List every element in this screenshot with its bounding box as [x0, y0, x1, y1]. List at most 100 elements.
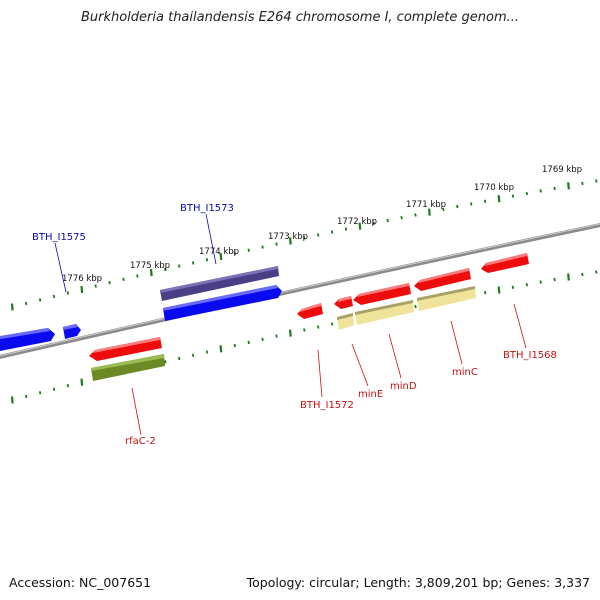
leader-minc: [450, 320, 463, 365]
upper-scale-minor-tick: [38, 298, 42, 302]
label-bth-i1568[interactable]: BTH_I1568: [503, 350, 557, 361]
upper-scale-minor-tick: [178, 264, 181, 268]
kbp-label-1769: 1769 kbp: [542, 165, 582, 175]
lower-scale-minor-tick: [414, 304, 417, 309]
gene-minc-feature[interactable]: [417, 286, 476, 311]
lower-scale-minor-tick: [581, 272, 584, 277]
lower-scale-major-tick: [10, 396, 14, 404]
lower-scale-minor-tick: [247, 340, 250, 345]
upper-scale-minor-tick: [136, 274, 139, 278]
lower-scale-minor-tick: [525, 283, 528, 287]
kbp-label-1772: 1772 kbp: [337, 217, 377, 227]
leader-rfac2: [131, 387, 142, 436]
lower-scale-major-tick: [567, 273, 570, 281]
upper-scale-minor-tick: [553, 186, 556, 191]
lower-scale-minor-tick: [164, 360, 167, 364]
upper-scale-minor-tick: [233, 251, 236, 255]
lower-scale-major-tick: [497, 286, 501, 294]
lower-scale-minor-tick: [233, 343, 236, 348]
upper-scale-minor-tick: [66, 291, 70, 295]
upper-scale-minor-tick: [386, 218, 389, 223]
upper-scale-minor-tick: [456, 204, 459, 209]
kbp-label-1770: 1770 kbp: [474, 183, 514, 193]
upper-scale-minor-tick: [52, 294, 56, 299]
upper-scale-minor-tick: [261, 245, 264, 249]
upper-scale-minor-tick: [470, 202, 473, 206]
label-mine[interactable]: minE: [358, 389, 383, 400]
gene-mind-feature[interactable]: [355, 300, 414, 325]
upper-scale-minor-tick: [414, 213, 417, 217]
upper-kbp-scale: [10, 179, 598, 311]
upper-scale-minor-tick: [442, 207, 445, 212]
label-bth-i1575[interactable]: BTH_I1575: [32, 232, 86, 243]
kbp-label-1774: 1774 kbp: [199, 247, 239, 257]
gene-bth-i1573-cds[interactable]: [163, 285, 282, 321]
lower-scale-minor-tick: [191, 353, 195, 357]
upper-scale-major-tick: [10, 303, 14, 311]
upper-scale-minor-tick: [511, 194, 515, 198]
kbp-label-1773: 1773 kbp: [268, 232, 308, 242]
leader-mind: [388, 333, 402, 379]
gene-mine-cds[interactable]: [334, 296, 353, 309]
leader-mine: [351, 343, 369, 387]
gene-bth-i1575-cds-b[interactable]: [63, 324, 81, 339]
gene-rfac2-cds[interactable]: [89, 337, 162, 361]
gene-bth-i1575-cds-a[interactable]: [0, 328, 55, 352]
lower-scale-minor-tick: [38, 391, 42, 395]
chromosome-backbone: [0, 223, 600, 359]
upper-scale-minor-tick: [595, 179, 598, 183]
upper-scale-major-tick: [428, 208, 431, 216]
leader-bth-i1573: [205, 213, 217, 265]
gene-mind-cds[interactable]: [353, 283, 411, 305]
chromosome-backbone-highlight: [0, 223, 600, 357]
label-bth-i1572[interactable]: BTH_I1572: [300, 400, 354, 411]
upper-scale-minor-tick: [483, 199, 487, 203]
label-rfac2[interactable]: rfaC-2: [125, 436, 156, 447]
lower-scale-minor-tick: [52, 387, 56, 391]
upper-scale-minor-tick: [539, 189, 542, 193]
gene-bth-i1572-cds[interactable]: [297, 303, 323, 319]
lower-scale-minor-tick: [595, 270, 598, 274]
label-minc[interactable]: minC: [452, 367, 478, 378]
lower-scale-minor-tick: [317, 325, 320, 329]
upper-scale-minor-tick: [525, 191, 528, 196]
upper-scale-major-tick: [219, 252, 223, 261]
lower-scale-major-tick: [80, 378, 84, 386]
map-title: Burkholderia thailandensis E264 chromoso…: [80, 10, 520, 25]
lower-scale-minor-tick: [330, 322, 334, 326]
lower-scale-minor-tick: [553, 277, 556, 282]
label-bth-i1573[interactable]: BTH_I1573: [180, 203, 234, 214]
upper-scale-minor-tick: [372, 221, 375, 225]
gene-rfac2-feature[interactable]: [91, 354, 165, 381]
upper-scale-minor-tick: [205, 258, 209, 262]
upper-scale-minor-tick: [164, 267, 167, 272]
gene-mine-feature[interactable]: [337, 313, 354, 330]
lower-scale-minor-tick: [178, 356, 181, 361]
upper-scale-major-tick: [80, 285, 84, 294]
lower-scale-major-tick: [219, 345, 223, 353]
lower-scale-minor-tick: [483, 291, 487, 295]
gene-minc-cds[interactable]: [414, 268, 471, 291]
kbp-label-1776: 1776 kbp: [62, 274, 102, 284]
upper-scale-minor-tick: [400, 216, 403, 220]
upper-scale-major-tick: [289, 237, 292, 245]
lower-scale-minor-tick: [303, 328, 306, 332]
kbp-label-1775: 1775 kbp: [130, 261, 170, 271]
upper-scale-minor-tick: [330, 230, 334, 234]
upper-scale-major-tick: [567, 182, 570, 190]
gene-bth-i1568-cds[interactable]: [481, 253, 529, 273]
label-mind[interactable]: minD: [390, 381, 417, 392]
lower-scale-minor-tick: [66, 384, 70, 388]
upper-scale-minor-tick: [581, 181, 584, 186]
upper-scale-major-tick: [497, 195, 501, 203]
leader-bth-i1575: [54, 242, 67, 293]
genome-summary-text: Topology: circular; Length: 3,809,201 bp…: [246, 575, 590, 590]
lower-scale-minor-tick: [539, 280, 542, 284]
upper-scale-minor-tick: [94, 284, 97, 288]
upper-scale-minor-tick: [25, 301, 28, 306]
gene-bth-i1573-feature[interactable]: [160, 266, 279, 301]
lower-scale-minor-tick: [261, 337, 264, 341]
upper-scale-major-tick: [149, 269, 153, 277]
upper-scale-minor-tick: [191, 261, 195, 265]
